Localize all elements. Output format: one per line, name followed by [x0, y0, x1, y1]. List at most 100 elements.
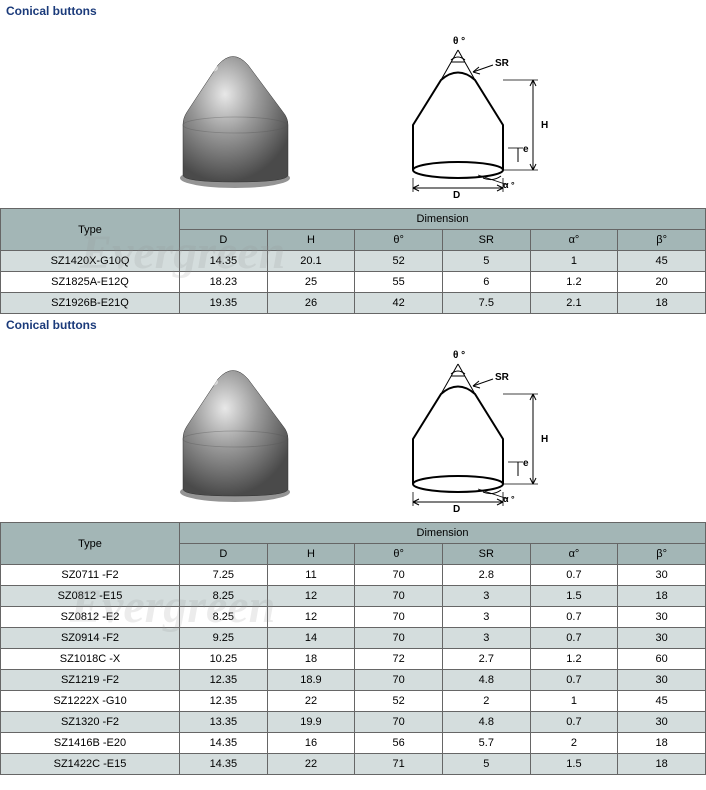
dimension-diagram: θ ° SR H e α ° D [363, 344, 563, 514]
col-th: θ° [355, 544, 443, 565]
cell-value: 42 [355, 293, 443, 314]
cell-value: 30 [618, 628, 706, 649]
cell-type: SZ1018C -X [1, 649, 180, 670]
diagram-label-h: H [541, 434, 548, 445]
cell-type: SZ1320 -F2 [1, 712, 180, 733]
cell-value: 4.8 [442, 712, 530, 733]
cell-type: SZ1222X -G10 [1, 691, 180, 712]
cell-value: 14.35 [180, 754, 268, 775]
table-row: SZ1416B -E2014.3516565.7218 [1, 733, 706, 754]
cell-value: 1 [530, 691, 618, 712]
section-2-title: Conical buttons [0, 314, 706, 336]
cell-value: 12 [267, 607, 355, 628]
table-row: SZ1320 -F213.3519.9704.80.730 [1, 712, 706, 733]
cell-value: 16 [267, 733, 355, 754]
col-type: Type [1, 209, 180, 251]
cell-value: 70 [355, 628, 443, 649]
section-1-photo [143, 30, 323, 200]
cell-value: 7.25 [180, 565, 268, 586]
cell-value: 18 [618, 754, 706, 775]
cell-value: 52 [355, 251, 443, 272]
col-h: H [267, 544, 355, 565]
col-d: D [180, 544, 268, 565]
cell-value: 3 [442, 607, 530, 628]
cell-value: 18.23 [180, 272, 268, 293]
cell-type: SZ0812 -E15 [1, 586, 180, 607]
cell-value: 12.35 [180, 670, 268, 691]
cell-value: 18 [618, 733, 706, 754]
cell-value: 1.5 [530, 586, 618, 607]
col-sr: SR [442, 544, 530, 565]
cell-type: SZ0914 -F2 [1, 628, 180, 649]
table-row: SZ1222X -G1012.3522522145 [1, 691, 706, 712]
cell-value: 70 [355, 607, 443, 628]
cell-type: SZ1420X-G10Q [1, 251, 180, 272]
diagram-label-d: D [453, 504, 460, 514]
cell-value: 10.25 [180, 649, 268, 670]
table-row: SZ1825A-E12Q18.23255561.220 [1, 272, 706, 293]
cell-value: 9.25 [180, 628, 268, 649]
cell-value: 8.25 [180, 607, 268, 628]
col-d: D [180, 230, 268, 251]
cell-value: 70 [355, 712, 443, 733]
page-root: Conical buttons [0, 0, 706, 775]
dimension-diagram: θ ° SR H e α ° D [363, 30, 563, 200]
cell-value: 2.7 [442, 649, 530, 670]
table-row: SZ0914 -F29.25147030.730 [1, 628, 706, 649]
cell-value: 2.8 [442, 565, 530, 586]
section-1-figures: θ ° SR H e α ° D [0, 22, 706, 208]
cell-value: 0.7 [530, 607, 618, 628]
cell-type: SZ0812 -E2 [1, 607, 180, 628]
diagram-label-d: D [453, 190, 460, 200]
cell-value: 26 [267, 293, 355, 314]
cell-value: 1 [530, 251, 618, 272]
section-2: Conical buttons [0, 314, 706, 775]
table-row: SZ1422C -E1514.35227151.518 [1, 754, 706, 775]
cell-type: SZ1422C -E15 [1, 754, 180, 775]
cell-value: 70 [355, 670, 443, 691]
col-type: Type [1, 523, 180, 565]
cell-value: 45 [618, 691, 706, 712]
cell-value: 5.7 [442, 733, 530, 754]
cell-value: 30 [618, 712, 706, 733]
cell-value: 12 [267, 586, 355, 607]
cell-type: SZ1219 -F2 [1, 670, 180, 691]
cell-value: 56 [355, 733, 443, 754]
cell-value: 22 [267, 754, 355, 775]
conical-button-illustration [143, 30, 323, 200]
cell-value: 30 [618, 565, 706, 586]
col-h: H [267, 230, 355, 251]
table-row: SZ1018C -X10.2518722.71.260 [1, 649, 706, 670]
diagram-label-theta: θ ° [453, 350, 465, 361]
table-row: SZ1420X-G10Q14.3520.1525145 [1, 251, 706, 272]
cell-value: 60 [618, 649, 706, 670]
diagram-label-e: e [523, 458, 529, 469]
col-a: α° [530, 230, 618, 251]
col-th: θ° [355, 230, 443, 251]
col-dimension: Dimension [180, 209, 706, 230]
cell-value: 71 [355, 754, 443, 775]
col-sr: SR [442, 230, 530, 251]
section-2-photo [143, 344, 323, 514]
diagram-label-sr: SR [495, 58, 510, 69]
cell-type: SZ1416B -E20 [1, 733, 180, 754]
cell-value: 14.35 [180, 251, 268, 272]
section-1-table: Type Dimension D H θ° SR α° β° SZ1420X-G… [0, 208, 706, 314]
cell-value: 7.5 [442, 293, 530, 314]
section-2-table: Type Dimension D H θ° SR α° β° SZ0711 -F… [0, 522, 706, 775]
cell-value: 2 [442, 691, 530, 712]
cell-value: 0.7 [530, 712, 618, 733]
cell-value: 11 [267, 565, 355, 586]
cell-type: SZ0711 -F2 [1, 565, 180, 586]
section-2-tbody: SZ0711 -F27.2511702.80.730SZ0812 -E158.2… [1, 565, 706, 775]
cell-value: 70 [355, 586, 443, 607]
cell-value: 0.7 [530, 670, 618, 691]
cell-value: 18 [618, 586, 706, 607]
cell-value: 19.35 [180, 293, 268, 314]
cell-value: 20.1 [267, 251, 355, 272]
cell-value: 25 [267, 272, 355, 293]
cell-value: 1.5 [530, 754, 618, 775]
cell-value: 30 [618, 670, 706, 691]
diagram-label-theta: θ ° [453, 36, 465, 47]
section-1-tbody: SZ1420X-G10Q14.3520.1525145SZ1825A-E12Q1… [1, 251, 706, 314]
